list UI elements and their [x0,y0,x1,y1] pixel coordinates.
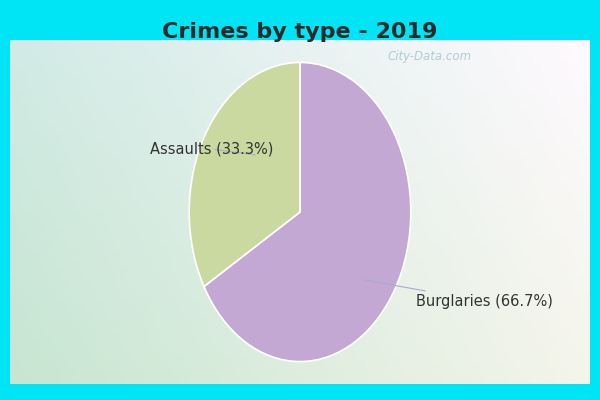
Text: Assaults (33.3%): Assaults (33.3%) [151,142,274,157]
Text: Burglaries (66.7%): Burglaries (66.7%) [364,280,553,309]
Wedge shape [189,62,300,286]
Wedge shape [204,62,411,362]
Text: Crimes by type - 2019: Crimes by type - 2019 [163,22,437,42]
Text: City-Data.com: City-Data.com [388,50,472,64]
